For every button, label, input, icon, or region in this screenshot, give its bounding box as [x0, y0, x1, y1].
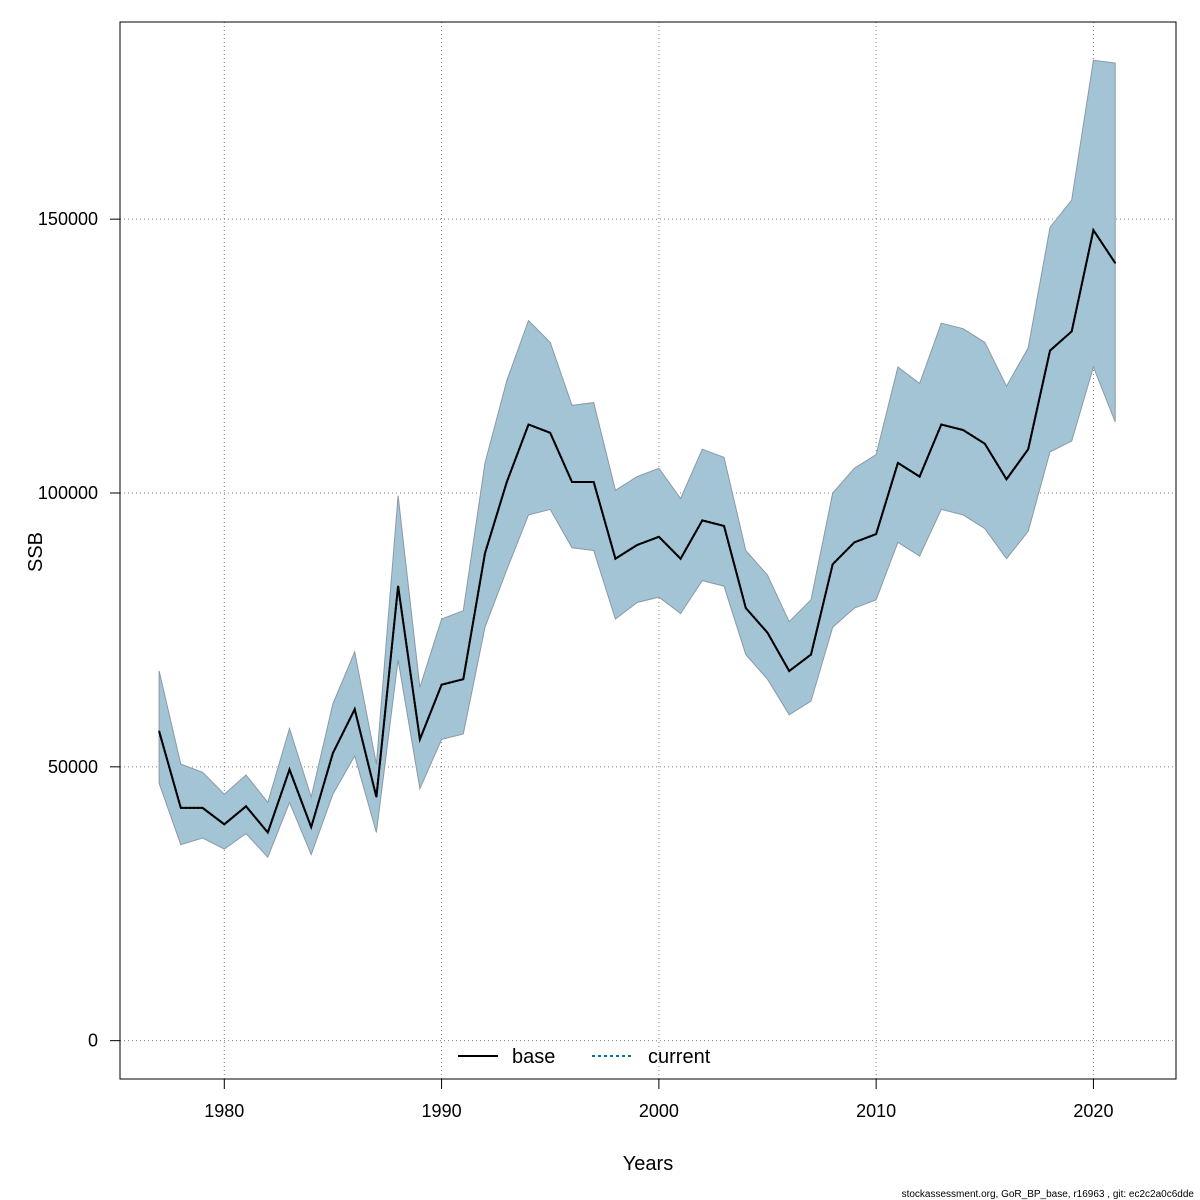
- point-current-2016: [1005, 478, 1008, 480]
- point-current-2015: [984, 443, 986, 445]
- point-current-2013: [940, 423, 942, 426]
- point-current-2020: [1092, 229, 1095, 231]
- legend-label-current: current: [648, 1046, 711, 1068]
- point-current-1991: [462, 678, 464, 680]
- point-current-1996: [571, 481, 573, 483]
- y-tick-label-2: 100000: [38, 483, 98, 503]
- x-tick-label-3: 2010: [856, 1101, 896, 1121]
- point-current-1995: [549, 432, 551, 434]
- point-current-1994: [527, 423, 530, 426]
- point-current-1979: [201, 807, 204, 809]
- y-tick-label-3: 150000: [38, 209, 98, 229]
- point-current-2002: [701, 519, 703, 521]
- point-current-1978: [180, 807, 182, 809]
- point-current-2017: [1027, 448, 1029, 450]
- x-axis-ticks: 1980 1990 2000 2010 2020: [204, 1079, 1113, 1121]
- point-current-1990: [440, 684, 443, 686]
- confidence-band: [158, 59, 1116, 859]
- point-current-1983: [288, 768, 291, 771]
- x-tick-label-1: 1990: [422, 1101, 462, 1121]
- point-current-2012: [919, 475, 921, 478]
- x-tick-label-4: 2020: [1073, 1101, 1113, 1121]
- legend-label-base: base: [512, 1046, 555, 1068]
- x-tick-label-2: 2000: [639, 1101, 679, 1121]
- point-current-2021: [1114, 262, 1116, 264]
- x-axis-title: Years: [623, 1153, 673, 1175]
- point-current-2000: [658, 536, 660, 538]
- legend: base current: [458, 1046, 711, 1068]
- point-current-1997: [593, 481, 595, 483]
- point-current-2010: [875, 533, 877, 535]
- point-current-2018: [1049, 350, 1051, 352]
- point-current-1977: [158, 730, 160, 732]
- x-tick-label-0: 1980: [204, 1101, 244, 1121]
- series-line-current: [158, 227, 1117, 835]
- point-current-1984: [310, 826, 312, 828]
- point-current-1982: [267, 831, 269, 834]
- point-current-1992: [484, 552, 486, 554]
- point-current-1987: [375, 796, 377, 798]
- footer-caption: stockassessment.org, GoR_BP_base, r16963…: [902, 1189, 1195, 1200]
- point-current-2009: [853, 541, 856, 543]
- point-current-2001: [679, 558, 682, 560]
- point-current-1998: [614, 558, 617, 560]
- point-current-1993: [506, 481, 508, 483]
- point-current-1981: [245, 805, 247, 807]
- point-current-1999: [636, 544, 638, 546]
- y-axis-ticks: 0 50000 100000 150000: [38, 209, 120, 1051]
- point-current-2011: [897, 462, 899, 464]
- y-tick-label-0: 0: [88, 1031, 98, 1051]
- plot-frame: [119, 21, 1177, 1080]
- series-points: [158, 229, 1116, 834]
- point-current-1986: [354, 708, 356, 710]
- point-current-2008: [832, 563, 834, 565]
- point-current-2006: [788, 670, 790, 672]
- point-current-2019: [1071, 330, 1073, 333]
- point-current-2004: [745, 607, 747, 609]
- point-current-1985: [332, 752, 334, 754]
- point-current-1980: [223, 823, 225, 825]
- point-current-2005: [766, 632, 769, 634]
- y-tick-label-1: 50000: [48, 757, 98, 777]
- point-current-1989: [419, 738, 421, 741]
- point-current-1988: [397, 585, 399, 587]
- point-current-2007: [810, 653, 812, 656]
- point-current-2014: [962, 429, 964, 431]
- y-axis-title: SSB: [25, 532, 47, 572]
- point-current-2003: [723, 525, 725, 527]
